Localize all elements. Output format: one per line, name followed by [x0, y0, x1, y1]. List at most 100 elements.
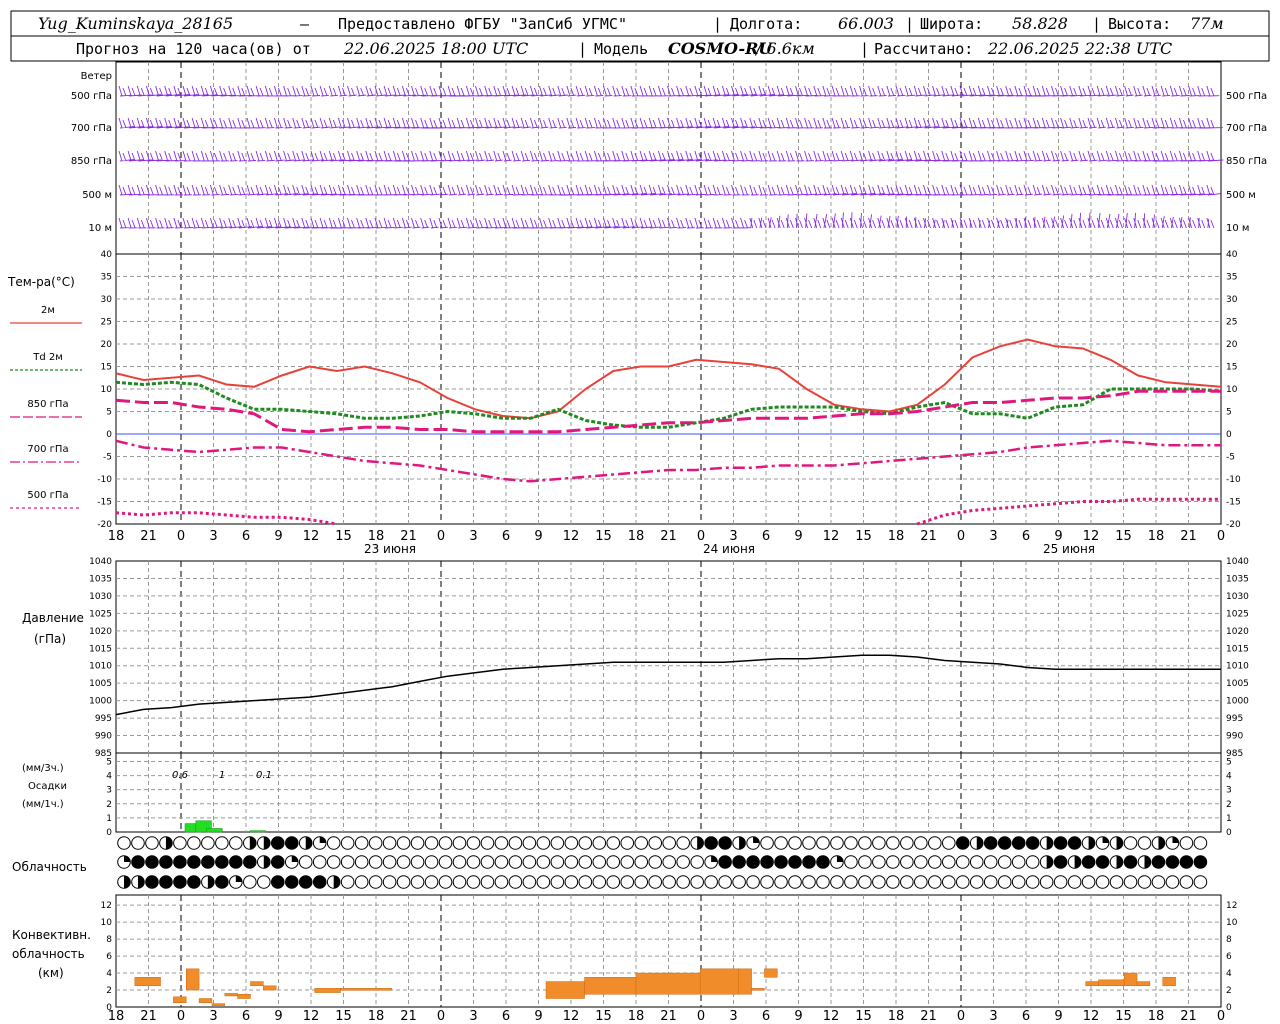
cloud-symbol	[690, 855, 704, 869]
pressure-tick-label: 1010	[1226, 662, 1249, 672]
cloud-symbol	[368, 855, 383, 869]
cloud-symbol	[830, 875, 844, 889]
cloud-symbol	[508, 836, 523, 850]
svg-text:|: |	[860, 40, 869, 58]
precip-bars	[184, 820, 266, 833]
temp-tick-label: 25	[1226, 318, 1237, 328]
convective-title-1: Конвективн.	[12, 928, 91, 942]
cloud-symbol	[592, 875, 607, 889]
precip-tick-label: 0	[1226, 828, 1232, 838]
conv-tick-label: 12	[1226, 901, 1237, 911]
cloud-symbol	[704, 836, 718, 850]
temp-tick-label: -15	[1226, 498, 1241, 508]
cloud-symbol	[648, 855, 663, 869]
cloud-symbol	[802, 855, 816, 869]
x-tick-label: 6	[762, 529, 770, 544]
x-tick-label: 3	[729, 529, 737, 544]
cloud-symbol	[997, 855, 1012, 869]
cloud-symbol	[173, 836, 187, 850]
cloud-symbol	[438, 855, 453, 869]
conv-tick-label: 2	[106, 986, 112, 996]
x-tick-label: 0	[697, 1009, 705, 1024]
cloud-symbol	[215, 855, 229, 869]
cloud-symbol	[788, 855, 802, 869]
computed-value: 22.06.2025 22:38 UTC	[987, 39, 1172, 58]
cloud-symbol	[1067, 836, 1082, 850]
pressure-tick-label: 985	[1226, 749, 1243, 759]
cloud-symbol	[382, 855, 397, 869]
pressure-tick-label: 1025	[1226, 609, 1249, 619]
cloud-symbol	[1081, 855, 1096, 869]
x-tick-label: 0	[177, 529, 185, 544]
cloud-symbol	[955, 836, 970, 850]
cloud-symbol	[620, 855, 635, 869]
cloud-symbol	[578, 875, 593, 889]
conv-tick-label: 12	[101, 901, 112, 911]
convective-bar	[185, 968, 200, 991]
cloud-symbol	[466, 855, 481, 869]
precip-bar	[206, 828, 223, 833]
pressure-tick-label: 1040	[89, 557, 112, 567]
model-name: COSMO-RU	[668, 39, 773, 58]
cloud-symbol	[955, 855, 970, 869]
convective-bar	[237, 994, 251, 999]
precip-tick-label: 5	[1226, 757, 1232, 767]
cloud-symbol	[354, 855, 369, 869]
cloud-symbol	[844, 836, 858, 850]
cloud-symbol	[760, 855, 774, 869]
cloud-symbol	[564, 836, 579, 850]
cloud-symbol	[131, 855, 145, 869]
temp-tick-label: 15	[101, 363, 112, 373]
cloud-symbol	[592, 855, 607, 869]
temp-tick-label: -20	[1226, 520, 1241, 530]
x-tick-label: 21	[400, 1009, 417, 1024]
cloud-symbol	[844, 875, 858, 889]
cloud-symbol	[858, 875, 872, 889]
cloud-symbol	[844, 855, 858, 869]
cloud-symbol	[872, 855, 886, 869]
x-tick-label: 0	[437, 529, 445, 544]
cloud-symbol	[312, 855, 327, 869]
x-tick-label: 6	[762, 1009, 770, 1024]
cloud-symbol	[914, 875, 928, 889]
temp-tick-label: -5	[1226, 453, 1235, 463]
cloud-symbol	[354, 836, 369, 850]
temp-tick-label: 10	[1226, 385, 1238, 395]
temp-tick-label: 40	[1226, 250, 1238, 260]
svg-text:—: —	[300, 15, 310, 33]
cloud-symbol	[256, 875, 271, 889]
cloud-symbol	[928, 855, 942, 869]
wind-barb-row	[118, 117, 1223, 129]
cloud-symbol	[774, 836, 788, 850]
cloud-symbol	[1053, 855, 1068, 869]
cloud-symbol	[229, 836, 243, 850]
x-tick-label: 6	[1022, 529, 1030, 544]
x-tick-label: 6	[242, 1009, 250, 1024]
alt-value: 77м	[1190, 14, 1224, 33]
x-tick-label: 21	[400, 529, 417, 544]
x-tick-label: 0	[437, 1009, 445, 1024]
cloud-symbol	[145, 836, 159, 850]
cloud-symbol	[1039, 836, 1054, 850]
x-tick-label: 12	[823, 1009, 840, 1024]
wind-barb-row	[118, 212, 1215, 229]
cloud-symbol	[606, 855, 621, 869]
cloud-symbol	[1137, 836, 1152, 850]
cloud-symbol	[760, 875, 774, 889]
cloud-symbol	[326, 836, 341, 850]
precip-panel	[115, 752, 1222, 833]
cloud-symbol	[830, 836, 844, 850]
cloud-symbol	[494, 855, 509, 869]
convective-bar	[340, 988, 393, 991]
temperature-lines	[115, 338, 1222, 526]
precip-title: Осадки	[28, 781, 67, 792]
temp-series-line	[115, 439, 1221, 483]
cloud-symbol	[886, 836, 900, 850]
wind-barb-row	[118, 184, 1221, 196]
convective-bar	[173, 996, 187, 1004]
cloud-symbol	[452, 836, 467, 850]
cloud-symbol	[1081, 875, 1096, 889]
x-tick-label: 0	[1217, 1009, 1225, 1024]
cloud-symbol	[1123, 875, 1138, 889]
cloud-symbol	[928, 836, 942, 850]
